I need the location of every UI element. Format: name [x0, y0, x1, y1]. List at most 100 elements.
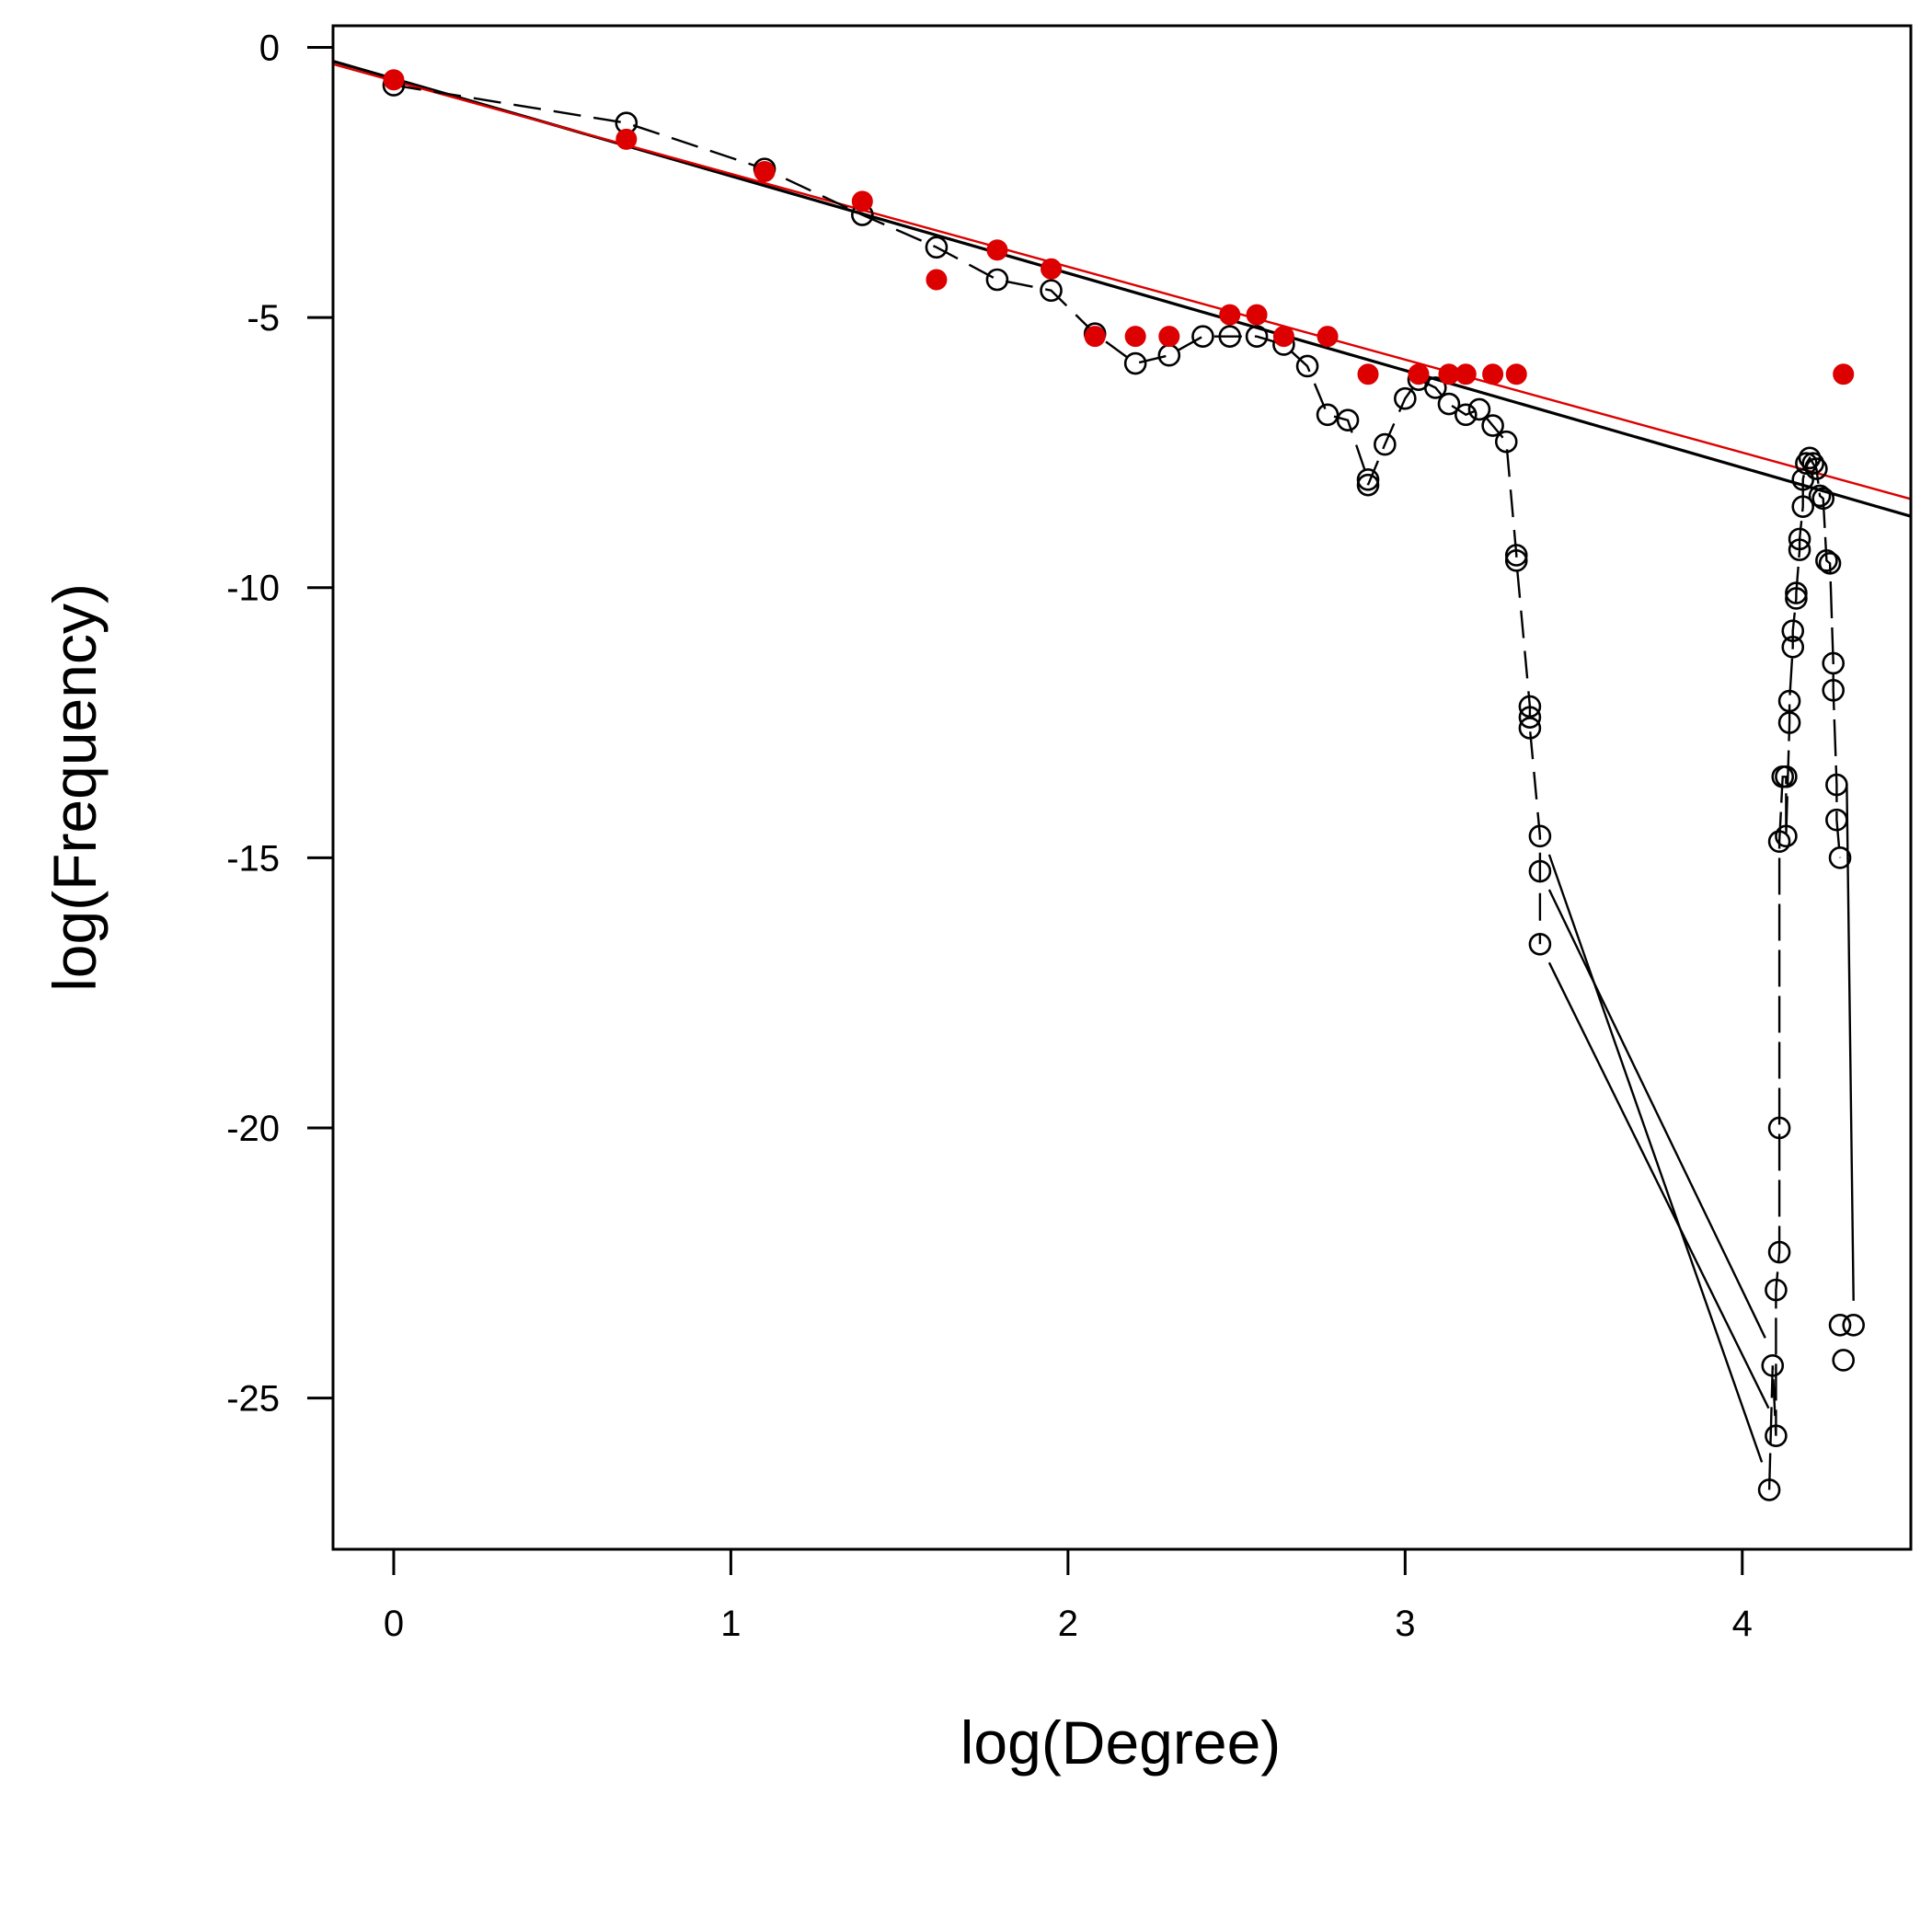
- observed-point: [1123, 351, 1147, 375]
- observed-dashed-path: [393, 84, 1542, 945]
- observed-point: [925, 236, 949, 259]
- y-tick-label: -10: [226, 569, 280, 609]
- observed-point: [1467, 397, 1491, 421]
- binned-point: [753, 161, 776, 183]
- plot-frame: [331, 24, 1913, 1551]
- observed-point: [1218, 325, 1242, 348]
- x-tick-label: 0: [384, 1604, 404, 1644]
- observed-point: [1374, 432, 1397, 456]
- observed-high-degree-point: [1785, 581, 1808, 604]
- observed-high-degree-point: [1785, 587, 1808, 610]
- binned-point: [1408, 363, 1430, 385]
- observed-point: [1356, 467, 1380, 491]
- observed-high-degree-point: [1788, 538, 1811, 561]
- binned-point: [1317, 326, 1339, 348]
- binned-point: [986, 239, 1008, 261]
- observed-high-degree-point: [1775, 824, 1798, 848]
- observed-point: [1504, 544, 1528, 567]
- observed-high-degree-point: [1811, 487, 1835, 511]
- binned-point: [1505, 363, 1527, 385]
- binned-point: [1272, 326, 1294, 348]
- binned-point: [1246, 304, 1268, 326]
- binned-point: [1219, 304, 1241, 326]
- observed-high-degree-point: [1767, 1116, 1791, 1140]
- observed-drop-line-2: [1547, 889, 1766, 1339]
- observed-high-degree-point: [1767, 1240, 1791, 1264]
- observed-high-degree-point: [1805, 457, 1828, 480]
- observed-point: [1356, 473, 1380, 497]
- observed-point: [1481, 414, 1504, 437]
- observed-point: [1040, 279, 1063, 303]
- observed-high-degree-point: [1761, 1354, 1785, 1377]
- observed-point: [1295, 354, 1319, 378]
- observed-point: [1245, 325, 1269, 348]
- y-axis-title: log(Frequency): [40, 583, 109, 992]
- observed-point: [1528, 932, 1552, 956]
- observed-high-degree-point: [1798, 446, 1822, 470]
- x-tick-label: 3: [1395, 1604, 1415, 1644]
- observed-high-degree-point: [1815, 549, 1838, 572]
- y-tick-label: -20: [226, 1109, 280, 1149]
- observed-high-degree-tail: [1846, 785, 1855, 1301]
- observed-high-degree-point: [1818, 551, 1842, 575]
- x-tick-label: 4: [1732, 1604, 1753, 1644]
- y-tick-label: -15: [226, 838, 280, 879]
- binned-point: [1455, 363, 1477, 385]
- observed-high-degree-point: [1775, 765, 1798, 788]
- observed-high-degree-point: [1822, 678, 1846, 702]
- observed-high-degree-point: [1832, 1349, 1856, 1372]
- observed-high-degree-point: [1825, 808, 1848, 832]
- observed-high-degree-point: [1777, 711, 1801, 734]
- observed-high-degree-point: [1801, 452, 1825, 475]
- binned-point: [926, 269, 948, 291]
- y-tick-label: 0: [259, 28, 280, 68]
- observed-point: [1528, 824, 1552, 848]
- x-axis-title: log(Degree): [960, 1708, 1282, 1777]
- observed-high-degree-point: [1828, 1313, 1852, 1337]
- observed-high-degree-point: [1825, 773, 1848, 797]
- observed-high-degree-point: [1822, 651, 1846, 675]
- observed-drop-line-1: [1547, 854, 1764, 1463]
- observed-point: [1528, 859, 1552, 883]
- y-tick-label: -25: [226, 1379, 280, 1420]
- observed-high-degree-point: [1828, 846, 1852, 869]
- observed-high-degree-point: [1781, 636, 1805, 659]
- x-tick-label: 2: [1058, 1604, 1078, 1644]
- observed-point: [1437, 392, 1461, 416]
- fit-line-2: [333, 63, 1911, 500]
- binned-point: [851, 190, 873, 213]
- binned-point: [1482, 363, 1504, 385]
- observed-high-degree-point: [1767, 830, 1791, 854]
- observed-point: [1336, 408, 1360, 431]
- observed-high-degree-point: [1777, 689, 1801, 713]
- binned-point: [1833, 363, 1855, 385]
- observed-point: [1504, 549, 1528, 572]
- observed-high-degree-point: [1791, 495, 1815, 518]
- x-tick-label: 1: [720, 1604, 741, 1644]
- observed-point: [985, 268, 1009, 292]
- observed-point: [1518, 706, 1542, 729]
- observed-high-degree-point: [1765, 1424, 1788, 1447]
- observed-point: [1424, 376, 1447, 399]
- observed-high-degree-point: [1791, 467, 1815, 491]
- binned-point: [1084, 326, 1106, 348]
- binned-point: [1158, 326, 1180, 348]
- observed-point: [1454, 403, 1478, 427]
- binned-point: [1124, 326, 1146, 348]
- observed-point: [1394, 386, 1417, 410]
- binned-point: [383, 69, 405, 91]
- observed-point: [1518, 717, 1542, 740]
- observed-high-degree-point: [1788, 527, 1811, 551]
- observed-point: [1191, 325, 1214, 348]
- observed-high-degree-point: [1765, 1278, 1788, 1302]
- observed-high-degree-point: [1781, 619, 1805, 643]
- binned-point: [1041, 258, 1063, 280]
- y-tick-label: -5: [247, 298, 280, 339]
- observed-point: [1494, 430, 1518, 454]
- observed-point: [1316, 403, 1340, 427]
- observed-high-degree-point: [1757, 1478, 1781, 1501]
- observed-point: [1518, 695, 1542, 719]
- observed-drop-line-3: [1547, 961, 1770, 1409]
